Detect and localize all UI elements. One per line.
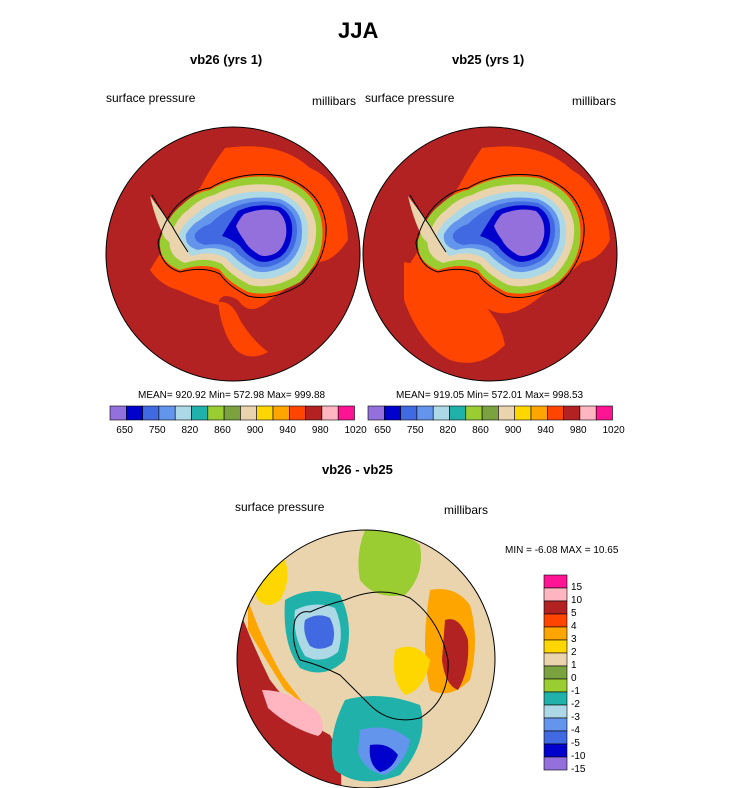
colorbar-swatch (432, 405, 450, 421)
colorbar-tick-label: 3 (571, 634, 577, 645)
colorbar-swatch (142, 405, 160, 421)
panel-2-stats: MEAN= 919.05 Min= 572.01 Max= 998.53 (396, 390, 584, 401)
colorbar-swatch (109, 405, 127, 421)
colorbar-swatch (449, 405, 467, 421)
colorbar-swatch (546, 405, 564, 421)
colorbar-tick-label: 5 (571, 608, 577, 619)
colorbar-tick-label: -3 (571, 712, 580, 723)
panel-1-left-label: surface pressure (106, 91, 196, 105)
figure-title: JJA (338, 18, 379, 43)
panel-2-colorbar (367, 405, 613, 421)
colorbar-swatch (383, 405, 401, 421)
colorbar-tick-label: 860 (214, 425, 231, 436)
panel-1-title: vb26 (yrs 1) (190, 52, 263, 67)
colorbar-tick-label: 980 (311, 425, 329, 436)
colorbar-swatch (543, 665, 568, 680)
colorbar-swatch (543, 756, 568, 771)
colorbar-tick-label: 750 (406, 425, 424, 436)
colorbar-swatch (191, 405, 209, 421)
colorbar-swatch (465, 405, 483, 421)
colorbar-swatch (321, 405, 339, 421)
colorbar-tick-label: 980 (569, 425, 587, 436)
colorbar-swatch (400, 405, 418, 421)
panel-2-left-label: surface pressure (365, 91, 455, 105)
colorbar-tick-label: 820 (439, 425, 457, 436)
colorbar-swatch (543, 639, 568, 654)
colorbar-swatch (543, 626, 568, 641)
colorbar-tick-label: -5 (571, 738, 580, 749)
diff-right-label: millibars (444, 503, 489, 517)
colorbar-tick-label: 2 (571, 647, 577, 658)
colorbar-tick-label: 650 (374, 425, 391, 436)
colorbar-swatch (543, 613, 568, 628)
colorbar-swatch (498, 405, 515, 421)
colorbar-tick-label: -15 (571, 764, 586, 775)
panel-2-right-label: millibars (572, 94, 617, 108)
colorbar-tick-label: 860 (472, 425, 489, 436)
colorbar-swatch (543, 652, 568, 667)
colorbar-swatch (543, 743, 568, 758)
colorbar-swatch (543, 704, 568, 719)
colorbar-swatch (158, 405, 176, 421)
colorbar-swatch (288, 405, 306, 421)
colorbar-swatch (126, 405, 143, 421)
polar-map-vb26 (106, 127, 360, 381)
colorbar-tick-label: 900 (504, 425, 522, 436)
colorbar-swatch (207, 405, 225, 421)
colorbar-swatch (563, 405, 581, 421)
colorbar-swatch (337, 405, 355, 421)
colorbar-tick-label: -10 (571, 751, 586, 762)
colorbar-tick-label: -2 (571, 699, 580, 710)
colorbar-tick-label: 15 (571, 582, 583, 593)
polar-map-vb25 (363, 127, 617, 381)
colorbar-tick-label: 10 (571, 595, 583, 606)
colorbar-swatch (240, 405, 257, 421)
colorbar-tick-label: -1 (571, 686, 580, 697)
colorbar-swatch (543, 678, 568, 693)
colorbar-tick-label: 900 (246, 425, 264, 436)
colorbar-tick-label: 820 (181, 425, 199, 436)
colorbar-swatch (416, 405, 434, 421)
colorbar-swatch (579, 405, 597, 421)
colorbar-swatch (367, 405, 385, 421)
panel-1-stats: MEAN= 920.92 Min= 572.98 Max= 999.88 (138, 390, 326, 401)
diff-colorbar (543, 574, 568, 771)
colorbar-tick-label: 940 (279, 425, 296, 436)
colorbar-swatch (543, 587, 568, 602)
colorbar-tick-label: 4 (571, 621, 577, 632)
colorbar-swatch (595, 405, 613, 421)
panel-1-right-label: millibars (312, 94, 357, 108)
panel-2-title: vb25 (yrs 1) (452, 52, 525, 67)
colorbar-swatch (174, 405, 192, 421)
colorbar-swatch (514, 405, 532, 421)
diff-title: vb26 - vb25 (322, 462, 393, 477)
panel-1-colorbar (109, 405, 355, 421)
colorbar-swatch (481, 405, 499, 421)
colorbar-tick-label: 1 (571, 660, 577, 671)
colorbar-tick-label: -4 (571, 725, 580, 736)
colorbar-swatch (543, 574, 568, 589)
diff-left-label: surface pressure (235, 500, 325, 514)
colorbar-swatch (223, 405, 241, 421)
colorbar-swatch (272, 405, 290, 421)
polar-map-difference (237, 530, 495, 788)
colorbar-tick-label: 0 (571, 673, 577, 684)
colorbar-swatch (530, 405, 548, 421)
colorbar-swatch (543, 730, 568, 745)
colorbar-tick-label: 1020 (602, 425, 625, 436)
diff-minmax: MIN = -6.08 MAX = 10.65 (505, 545, 619, 556)
colorbar-tick-label: 940 (537, 425, 554, 436)
colorbar-tick-label: 650 (116, 425, 133, 436)
colorbar-swatch (256, 405, 274, 421)
colorbar-tick-label: 1020 (344, 425, 367, 436)
colorbar-swatch (305, 405, 323, 421)
colorbar-tick-label: 750 (148, 425, 166, 436)
colorbar-swatch (543, 691, 568, 706)
colorbar-swatch (543, 717, 568, 732)
colorbar-swatch (543, 600, 568, 615)
